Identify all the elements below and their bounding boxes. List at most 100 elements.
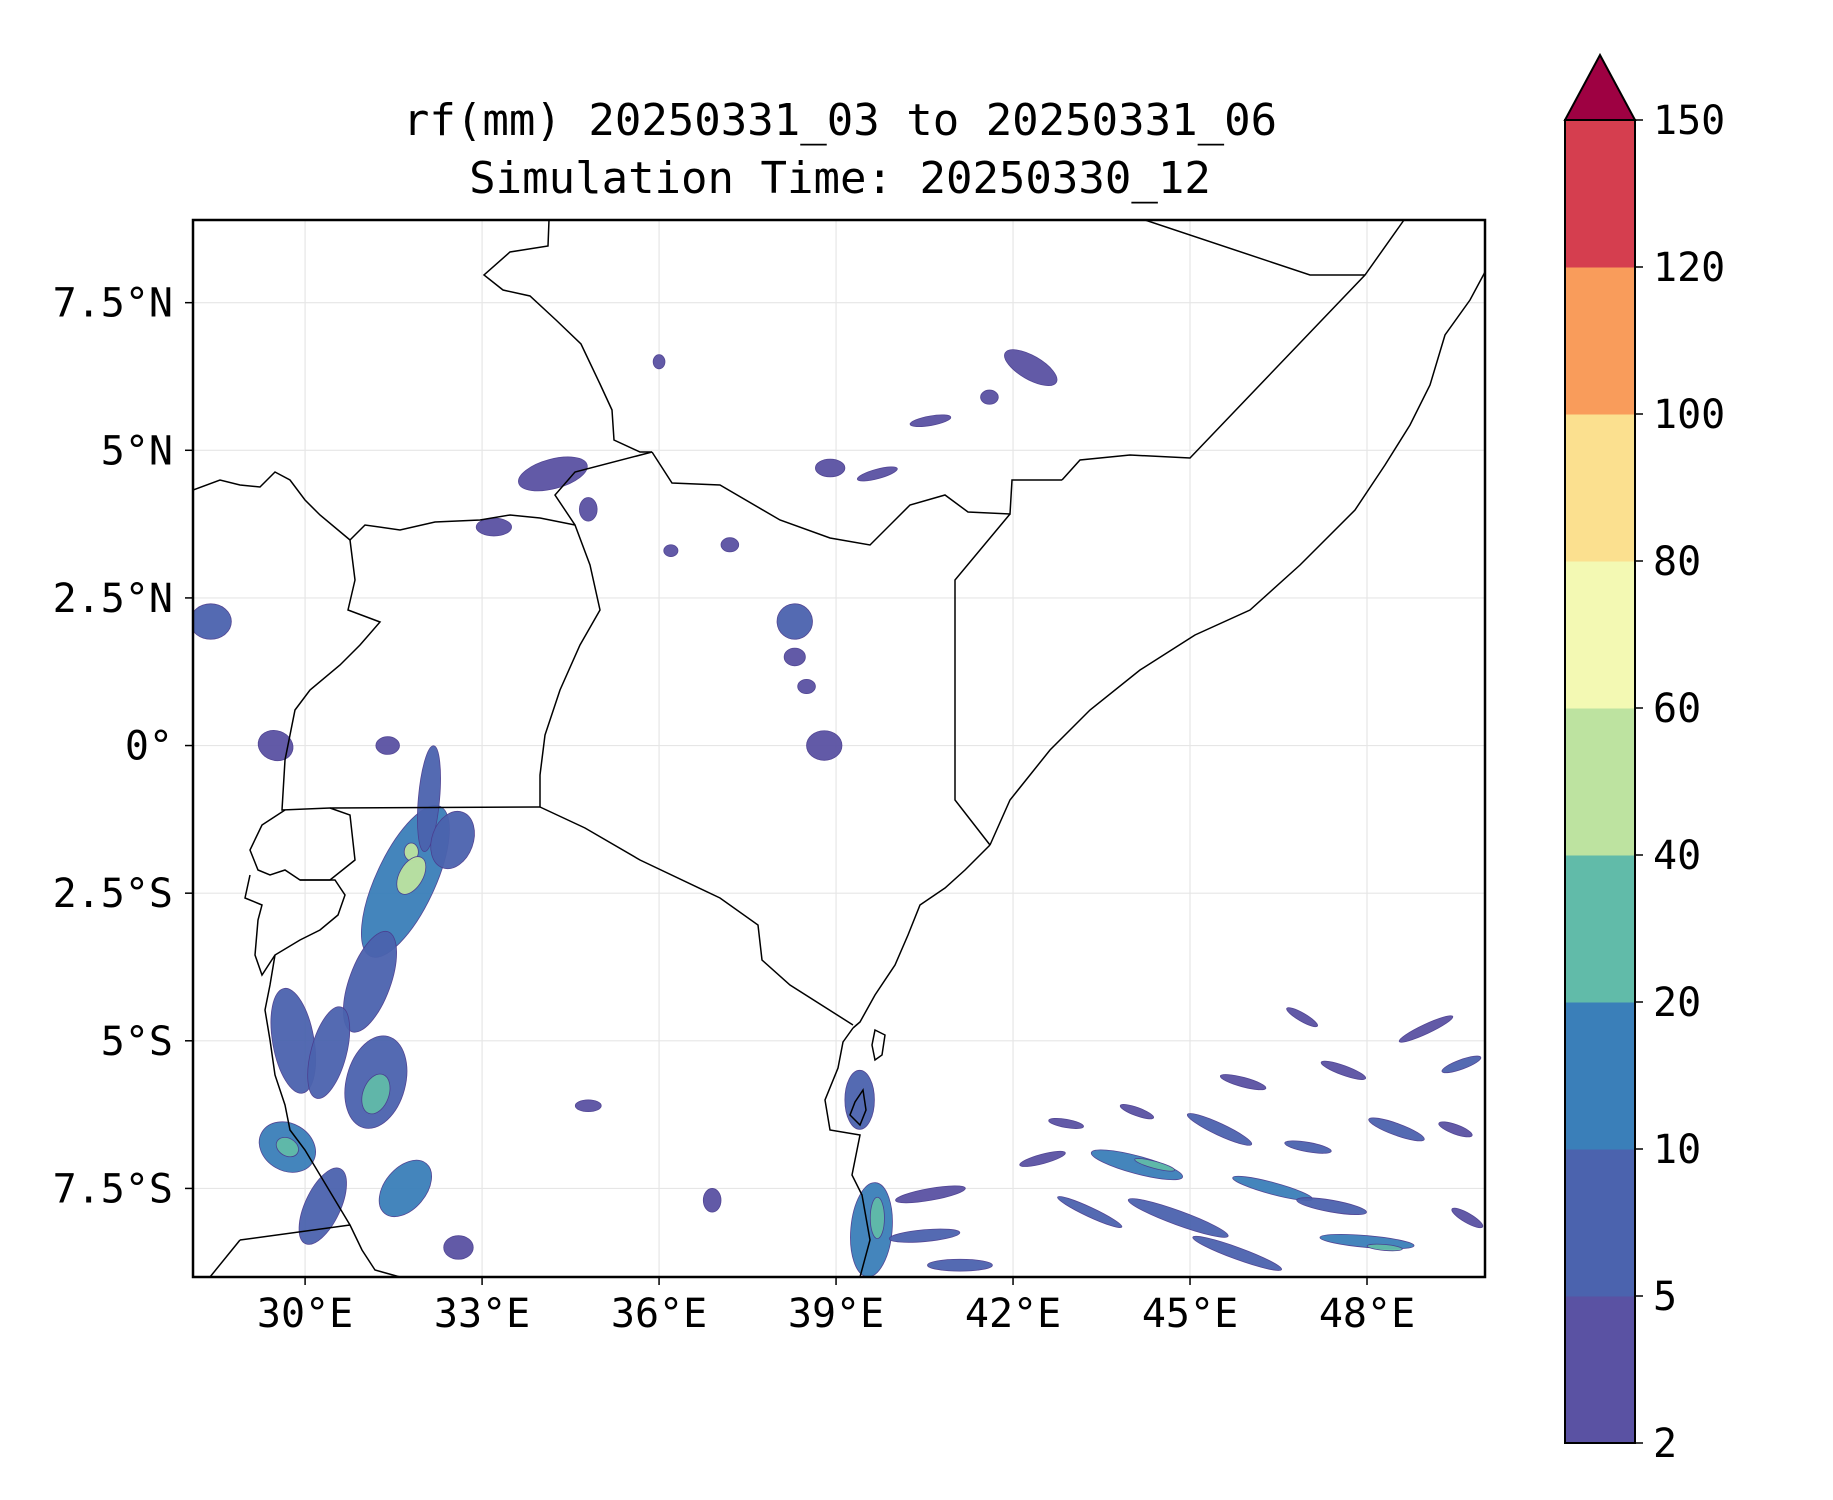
colorbar-label-3: 20	[1653, 980, 1701, 1026]
rain-cell-18	[518, 456, 588, 492]
colorbar-label-7: 100	[1653, 392, 1725, 438]
rain-cell-28	[856, 466, 898, 482]
y-tick-label-4: 2.5°S	[53, 871, 173, 917]
island-pemba	[871, 1028, 886, 1062]
border-kenya-uganda	[539, 451, 653, 807]
rain-cell-46	[1192, 1235, 1283, 1271]
rain-cell-39	[895, 1185, 966, 1204]
border-uganda-north	[349, 514, 576, 541]
y-tick-label-0: 7.5°N	[53, 281, 173, 327]
rain-cell-24	[783, 647, 806, 667]
colorbar-segment-0	[1565, 1296, 1635, 1444]
colorbar-label-6: 80	[1653, 539, 1701, 585]
colorbar: 2 5 10 20 40 60 80 100 120 150	[1563, 52, 1725, 1467]
rain-cell-54	[1438, 1121, 1473, 1138]
rain-cell-11	[275, 1137, 299, 1158]
border-southwest	[209, 1239, 241, 1277]
coast-kenya-tanzania	[852, 844, 991, 1029]
rain-cell-47	[1186, 1113, 1253, 1146]
rain-cell-49	[1296, 1197, 1367, 1216]
colorbar-segment-1	[1565, 1149, 1635, 1297]
rain-cell-58	[1441, 1055, 1482, 1074]
colorbar-label-4: 40	[1653, 833, 1701, 879]
colorbar-segment-3	[1565, 855, 1635, 1003]
border-kenya-north	[651, 451, 1062, 546]
island-zanzibar	[849, 1087, 867, 1127]
rain-cell-52	[1284, 1140, 1332, 1154]
colorbar-segment-6	[1565, 414, 1635, 562]
rain-cell-2	[396, 856, 427, 895]
rain-cell-62	[1451, 1207, 1484, 1229]
y-tick-label-1: 5°N	[101, 428, 173, 474]
y-tick-label-5: 5°S	[101, 1019, 173, 1065]
colorbar-segment-8	[1565, 120, 1635, 268]
rain-cell-19	[579, 497, 598, 522]
rain-cell-34	[702, 1188, 722, 1213]
border-ethiopia-north	[1144, 220, 1365, 276]
rain-cell-51	[1366, 1243, 1403, 1252]
rainfall-layer	[193, 349, 1484, 1277]
rain-cell-31	[980, 389, 999, 405]
x-tick-label-5: 45°E	[1142, 1291, 1238, 1337]
x-tick-label-6: 48°E	[1319, 1291, 1415, 1337]
border-somalia-ethiopia	[1061, 220, 1405, 481]
rain-cell-41	[1019, 1150, 1066, 1167]
y-tick-label-3: 0°	[125, 724, 173, 770]
colorbar-label-8: 120	[1653, 245, 1725, 291]
title-line-1: rf(mm) 20250331_03 to 20250331_06	[403, 95, 1277, 146]
rain-cell-44	[1134, 1158, 1175, 1172]
rain-cell-53	[1368, 1117, 1425, 1142]
colorbar-label-1: 5	[1653, 1274, 1677, 1320]
x-axis-ticks: 30°E 33°E 36°E 39°E 42°E 45°E 48°E	[257, 1277, 1415, 1337]
country-borders	[193, 220, 1485, 1277]
rain-cell-20	[475, 517, 512, 537]
x-tick-label-3: 39°E	[788, 1291, 884, 1337]
rain-cell-33	[574, 1099, 602, 1113]
rain-cell-8	[270, 987, 317, 1094]
rain-cell-26	[806, 730, 843, 761]
rain-cell-37	[869, 1196, 885, 1240]
colorbar-label-0: 2	[1653, 1421, 1677, 1467]
colorbar-frame	[1564, 119, 1636, 1444]
colorbar-segment-2	[1565, 1002, 1635, 1150]
title-line-2: Simulation Time: 20250330_12	[469, 153, 1211, 204]
y-axis-ticks: 7.5°N 5°N 2.5°N 0° 2.5°S 5°S 7.5°S	[53, 281, 193, 1212]
x-tick-label-4: 42°E	[965, 1291, 1061, 1337]
rain-cell-61	[1048, 1117, 1084, 1129]
rain-cell-45	[1127, 1198, 1229, 1238]
colorbar-label-2: 10	[1653, 1127, 1701, 1173]
rain-cell-57	[1398, 1015, 1454, 1043]
rain-cell-14	[443, 1235, 474, 1260]
rain-cell-3	[417, 745, 441, 853]
rain-cell-5	[342, 930, 397, 1033]
x-tick-label-1: 33°E	[434, 1291, 530, 1337]
map-frame	[191, 218, 1487, 1279]
x-tick-label-2: 36°E	[611, 1291, 707, 1337]
border-kenya-tanzania	[539, 806, 854, 1026]
rain-cell-25	[797, 679, 816, 694]
border-rwanda	[249, 807, 356, 881]
coast-somalia	[989, 271, 1485, 846]
rain-cell-56	[1320, 1060, 1367, 1080]
rain-cell-35	[844, 1069, 875, 1130]
colorbar-segment-5	[1565, 561, 1635, 709]
border-ethiopia-west	[482, 220, 652, 453]
rain-cell-17	[375, 736, 400, 755]
rain-cell-7	[361, 1073, 391, 1115]
rain-cell-16	[257, 730, 294, 762]
rain-cell-13	[378, 1159, 432, 1218]
coast-tanzania	[824, 1027, 871, 1277]
rain-cell-30	[1004, 349, 1058, 386]
y-tick-label-6: 7.5°S	[53, 1166, 173, 1212]
lake-tanganyika-shore	[264, 954, 401, 1277]
rain-cell-38	[888, 1228, 961, 1243]
rain-cell-21	[663, 544, 679, 557]
colorbar-segment-7	[1565, 267, 1635, 415]
colorbar-label-9: 150	[1653, 98, 1725, 144]
rain-cell-43	[1090, 1149, 1183, 1181]
colorbar-segment-4	[1565, 708, 1635, 856]
y-tick-label-2: 2.5°N	[53, 576, 173, 622]
rain-cell-12	[298, 1167, 347, 1245]
rain-cell-22	[652, 354, 666, 370]
